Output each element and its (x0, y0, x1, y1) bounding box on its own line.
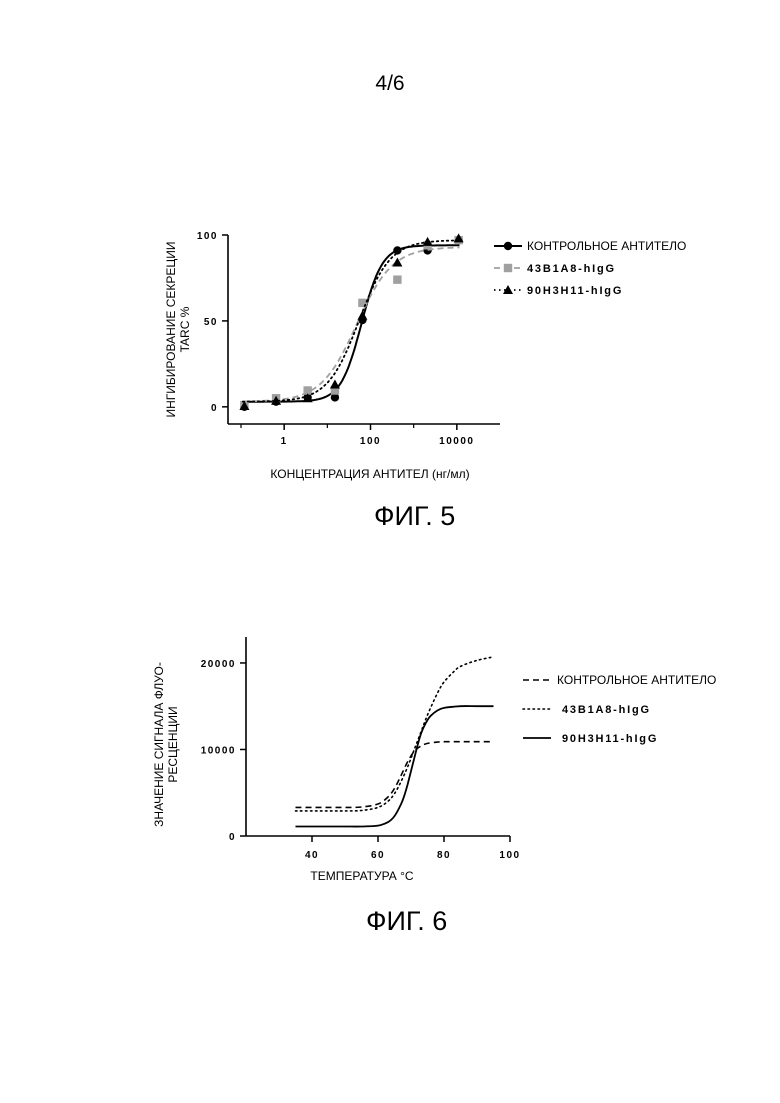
y-tick-label: 20000 (201, 659, 236, 670)
y-tick-label: 0 (229, 832, 236, 843)
y-axis-label-line: ЗНАЧЕНИЕ СИГНАЛА ФЛУО- (152, 662, 166, 827)
x-tick-label: 40 (305, 850, 319, 861)
series-line-3 (296, 706, 494, 826)
legend: КОНТРОЛЬНОЕ АНТИТЕЛО 43B1A8-hIgG 90H3H11-h… (523, 673, 716, 745)
x-axis-label: ТЕМПЕРАТУРА °C (310, 869, 414, 883)
fig5-caption: ФИГ. 5 (374, 501, 455, 532)
y-axis-label: ЗНАЧЕНИЕ СИГНАЛА ФЛУО-РЕСЦЕНЦИИ (152, 662, 180, 827)
y-axis-label-line: РЕСЦЕНЦИИ (166, 706, 180, 782)
legend-label-1: КОНТРОЛЬНОЕ АНТИТЕЛО (557, 673, 716, 687)
legend-label-3: 90H3H11-hIgG (562, 733, 658, 745)
series-line-1 (296, 742, 494, 808)
y-tick-label: 10000 (201, 745, 236, 756)
fig6-caption: ФИГ. 6 (366, 906, 447, 937)
x-tick-label: 60 (371, 850, 385, 861)
x-tick-label: 100 (499, 850, 520, 861)
legend-label-2: 43B1A8-hIgG (562, 704, 651, 716)
x-tick-label: 80 (437, 850, 451, 861)
series-line-2 (296, 657, 494, 811)
